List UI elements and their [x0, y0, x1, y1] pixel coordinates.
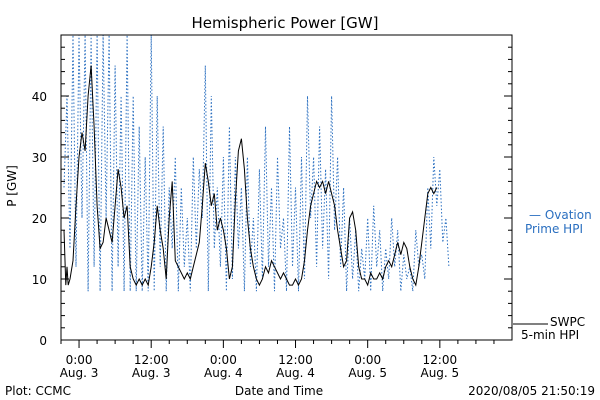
x-tick-time-label: 0:00: [66, 353, 93, 367]
x-tick-time-label: 12:00: [134, 353, 169, 367]
x-tick-date-label: Aug. 4: [204, 366, 243, 380]
y-tick-label: 0: [39, 334, 47, 348]
x-tick-date-label: Aug. 4: [276, 366, 315, 380]
x-tick-time-label: 12:00: [423, 353, 458, 367]
legend-ovation-line2: Prime HPI: [525, 222, 583, 236]
series-swpc-line: [63, 65, 438, 287]
y-axis-label: P [GW]: [5, 165, 19, 207]
plot-credit: Plot: CCMC: [5, 384, 71, 398]
legend-swpc-line1: SWPC: [550, 315, 585, 329]
y-tick-label: 10: [32, 273, 47, 287]
legend-swpc-line2: 5-min HPI: [521, 328, 579, 342]
series-ovation-line: [63, 35, 450, 292]
x-tick-date-label: Aug. 3: [60, 366, 99, 380]
x-tick-date-label: Aug. 5: [420, 366, 459, 380]
y-tick-label: 40: [32, 90, 47, 104]
legend-ovation-line1: — Ovation: [529, 208, 592, 222]
x-axis-label: Date and Time: [235, 384, 323, 398]
x-tick-time-label: 12:00: [278, 353, 313, 367]
x-tick-time-label: 0:00: [210, 353, 237, 367]
x-tick-date-label: Aug. 3: [132, 366, 171, 380]
plot-timestamp: 2020/08/05 21:50:19: [468, 384, 595, 398]
chart-title: Hemispheric Power [GW]: [192, 14, 379, 32]
x-tick-time-label: 0:00: [354, 353, 381, 367]
plot-frame: [60, 34, 513, 341]
y-tick-label: 20: [32, 212, 47, 226]
y-tick-label: 30: [32, 151, 47, 165]
x-tick-date-label: Aug. 5: [348, 366, 387, 380]
